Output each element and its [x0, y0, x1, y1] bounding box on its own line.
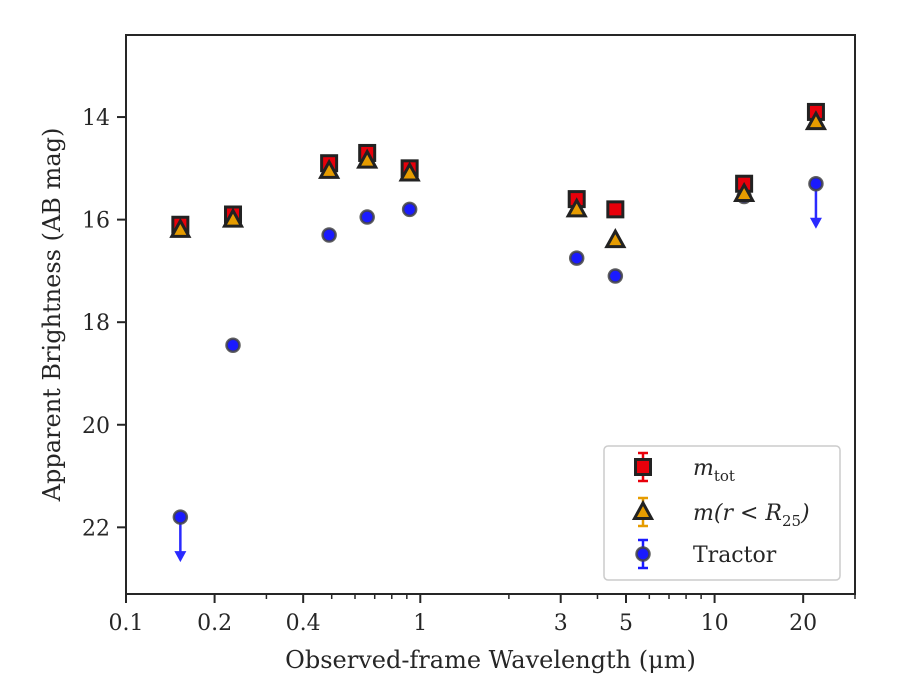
legend-marker: [635, 546, 651, 562]
x-tick-label: 10: [701, 611, 729, 636]
y-axis-label: Apparent Brightness (AB mag): [38, 128, 66, 503]
x-tick-label: 0.2: [197, 611, 232, 636]
axis-layer: 0.1 0.2 0.4 1 3 5 10 20 14 16 18 20 22: [82, 106, 856, 636]
x-tick-label: 20: [789, 611, 817, 636]
legend-label: Tractor: [693, 543, 777, 568]
upper-limit-arrow-head: [174, 551, 187, 563]
x-axis-label: Observed-frame Wavelength (μm): [285, 646, 696, 674]
legend-marker: [634, 458, 652, 476]
legend-label: mtot: [693, 456, 735, 485]
series-triangle: [169, 110, 828, 249]
legend: mtot m(r < R25) Tractor: [603, 445, 841, 581]
series-square: [171, 102, 825, 234]
plot-layer: [169, 102, 828, 563]
x-tick-label: 0.1: [109, 611, 144, 636]
upper-limit-arrow-head: [809, 217, 822, 229]
y-tick-label: 16: [82, 209, 110, 234]
x-tick-label: 3: [554, 611, 568, 636]
y-tick-label: 22: [82, 516, 110, 541]
legend-marker: [631, 499, 655, 520]
x-tick-label: 0.4: [286, 611, 321, 636]
x-tick-label: 5: [619, 611, 633, 636]
y-tick-label: 20: [82, 414, 110, 439]
legend-label: m(r < R25): [693, 501, 810, 530]
y-tick-label: 14: [82, 106, 110, 131]
y-tick-label: 18: [82, 311, 110, 336]
plot-frame: [125, 34, 856, 595]
legend-box: [603, 445, 841, 581]
x-tick-label: 1: [413, 611, 427, 636]
